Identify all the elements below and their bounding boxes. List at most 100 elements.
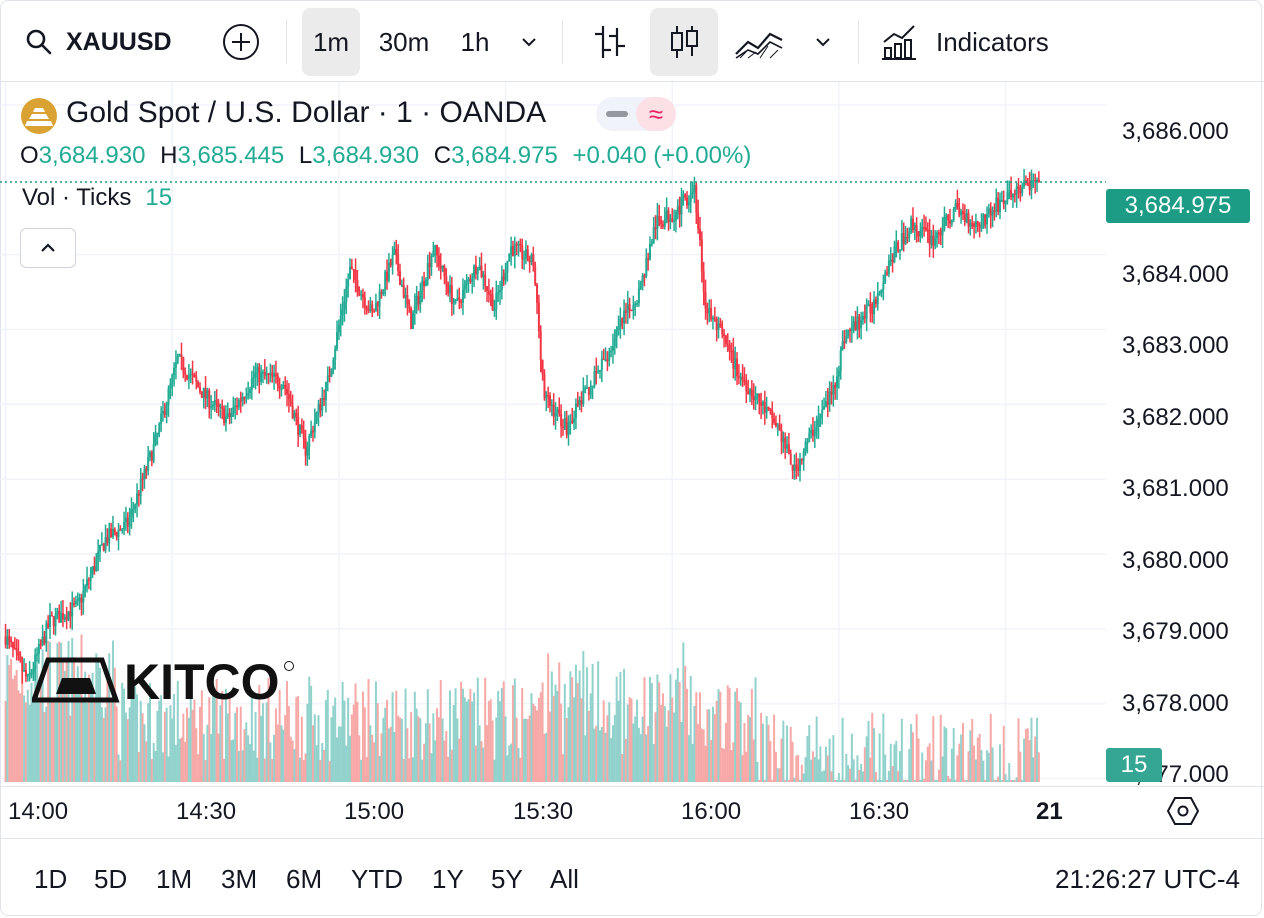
- candle-body: [1006, 192, 1009, 201]
- legend-toggle[interactable]: ≈: [596, 97, 676, 131]
- symbol-label: XAUUSD: [66, 27, 172, 56]
- range-5y[interactable]: 5Y: [491, 864, 523, 894]
- volume-bar: [641, 716, 644, 782]
- candle-body: [121, 529, 124, 531]
- volume-bar: [643, 677, 646, 782]
- volume-bar: [954, 780, 957, 782]
- interval-dropdown[interactable]: [512, 8, 546, 76]
- volume-bar: [193, 699, 196, 782]
- candle-body: [739, 376, 742, 379]
- volume-bar: [152, 742, 155, 782]
- volume-bar: [39, 685, 42, 782]
- interval-30m[interactable]: 30m: [378, 26, 430, 57]
- candle-body: [610, 350, 613, 353]
- range-6m[interactable]: 6M: [286, 864, 323, 894]
- candle-body: [376, 302, 379, 307]
- range-5d[interactable]: 5D: [94, 864, 128, 894]
- volume-bar: [949, 778, 951, 782]
- range-1y[interactable]: 1Y: [432, 864, 464, 894]
- volume-bar: [784, 780, 787, 782]
- volume-bar: [978, 734, 981, 782]
- interval-1h[interactable]: 1h: [460, 26, 490, 57]
- candle-body: [36, 654, 39, 656]
- volume-bar: [367, 679, 370, 782]
- range-1m[interactable]: 1M: [156, 864, 193, 894]
- candle-body: [724, 335, 727, 345]
- compare-button[interactable]: [218, 8, 264, 76]
- volume-bar: [206, 724, 209, 782]
- indicators-button[interactable]: Indicators: [880, 8, 1070, 76]
- volume-bar: [876, 780, 879, 782]
- price-tick: 3,679.000: [1122, 618, 1229, 645]
- candle-body: [408, 304, 411, 308]
- candle-body: [19, 655, 22, 661]
- price-chart[interactable]: [0, 82, 1264, 918]
- candle-body: [308, 435, 311, 448]
- candle-body: [989, 208, 992, 216]
- candle-body: [139, 478, 142, 496]
- candle-body: [293, 412, 296, 418]
- volume-bar: [215, 678, 218, 782]
- volume-bar: [924, 760, 927, 782]
- candle-body: [791, 464, 794, 471]
- candle-body: [480, 265, 483, 277]
- range-1d[interactable]: 1D: [34, 864, 68, 894]
- volume-bar: [402, 758, 405, 782]
- area-chart-type-button[interactable]: [732, 8, 786, 76]
- volume-bar: [732, 742, 735, 782]
- chart-settings-button[interactable]: [1166, 794, 1200, 833]
- candle-body: [960, 211, 963, 216]
- volume-bar: [836, 780, 839, 782]
- volume-bar: [758, 780, 761, 782]
- volume-bar: [906, 780, 909, 782]
- volume-bar: [604, 732, 607, 782]
- volume-bar: [304, 753, 307, 782]
- candle-body: [291, 405, 294, 418]
- volume-bar: [887, 770, 890, 782]
- volume-bar: [1036, 717, 1039, 782]
- candle-body: [952, 208, 955, 220]
- volume-bar: [828, 738, 831, 782]
- candle-body: [665, 210, 668, 219]
- volume-legend: Vol · Ticks 15: [22, 184, 173, 211]
- volume-bar: [23, 695, 26, 782]
- candle-body: [608, 351, 611, 361]
- chart-type-dropdown[interactable]: [806, 8, 840, 76]
- volume-bar: [482, 747, 485, 782]
- candle-body: [984, 214, 987, 225]
- candle-body: [647, 258, 650, 260]
- volume-bar: [78, 682, 81, 782]
- range-3m[interactable]: 3M: [221, 864, 258, 894]
- candle-body: [419, 290, 422, 305]
- range-ytd[interactable]: YTD: [351, 864, 403, 894]
- volume-bar: [634, 716, 637, 782]
- settings-icon: [1166, 797, 1200, 825]
- range-all[interactable]: All: [550, 864, 579, 894]
- candle-body: [493, 309, 496, 311]
- interval-1m[interactable]: 1m: [302, 8, 360, 76]
- candle-body: [850, 328, 853, 331]
- candle-body: [87, 579, 90, 581]
- price-tick: 3,681.000: [1122, 475, 1229, 502]
- candle-body: [678, 206, 681, 215]
- candles-chart-type-button[interactable]: [650, 8, 718, 76]
- candle-body: [115, 532, 118, 537]
- volume-bar: [330, 717, 333, 782]
- candle-body: [497, 292, 500, 294]
- volume-bar: [82, 701, 85, 782]
- collapse-legend-button[interactable]: [20, 228, 76, 268]
- volume-bar: [36, 660, 39, 782]
- candle-body: [506, 261, 509, 273]
- bar-chart-type-button[interactable]: [584, 8, 634, 76]
- volume-bar: [915, 714, 918, 782]
- candle-body: [774, 422, 777, 427]
- volume-bar: [352, 704, 355, 782]
- volume-bar: [256, 757, 259, 782]
- volume-bar: [863, 747, 866, 782]
- symbol-search[interactable]: XAUUSD: [24, 8, 194, 76]
- volume-bar: [787, 780, 790, 782]
- candle-body: [693, 185, 696, 193]
- candle-body: [965, 213, 968, 222]
- volume-bar: [567, 707, 570, 782]
- candle-body: [889, 259, 892, 262]
